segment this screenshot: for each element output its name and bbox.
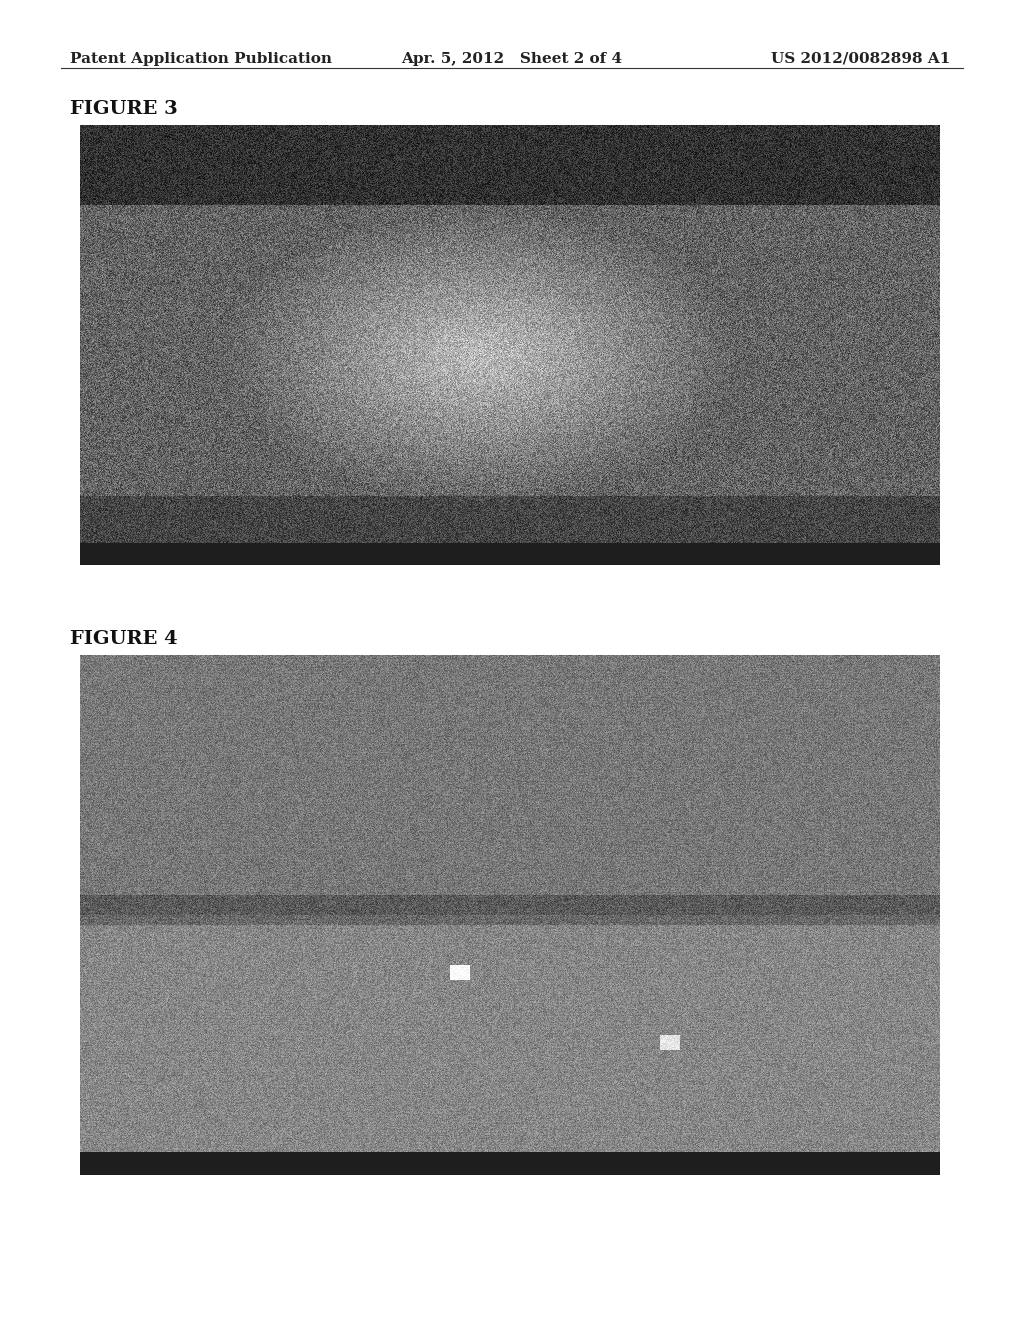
Text: NONE          SEI   15.0kV   x5,000   10µm   WD 10.0mm: NONE SEI 15.0kV x5,000 10µm WD 10.0mm — [85, 545, 335, 554]
Text: FIGURE 3: FIGURE 3 — [70, 100, 178, 117]
Text: FIGURE 4: FIGURE 4 — [70, 630, 177, 648]
Text: US 2012/0082898 A1: US 2012/0082898 A1 — [771, 51, 950, 66]
Text: Patent Application Publication: Patent Application Publication — [70, 51, 332, 66]
Text: NONE          COMPO  15.0kV   x5,000   1µm    WD 9.0mm: NONE COMPO 15.0kV x5,000 1µm WD 9.0mm — [85, 1155, 335, 1164]
Text: Apr. 5, 2012   Sheet 2 of 4: Apr. 5, 2012 Sheet 2 of 4 — [401, 51, 623, 66]
